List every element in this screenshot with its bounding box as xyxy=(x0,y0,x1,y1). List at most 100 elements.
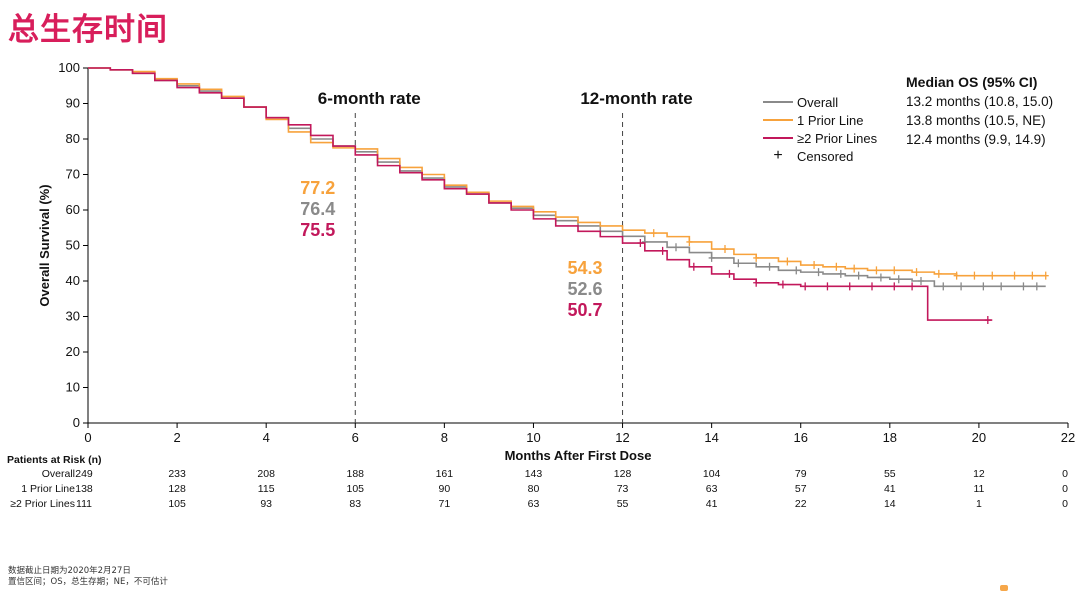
legend-item-censored: + Censored xyxy=(763,147,877,165)
risk-cell: 104 xyxy=(702,468,721,480)
censor-mark xyxy=(837,269,844,278)
x-tick-label: 20 xyxy=(972,430,986,445)
y-tick-label: 80 xyxy=(66,131,80,146)
risk-cell: 138 xyxy=(75,483,93,495)
legend-swatch-2-prior-lines xyxy=(763,137,793,139)
censor-mark xyxy=(953,271,960,280)
footnote-cutoff: 数据截止日期为2020年2月27日 xyxy=(8,566,131,576)
x-tick-label: 2 xyxy=(173,430,180,445)
median-os-2-prior-lines: 12.4 months (9.9, 14.9) xyxy=(906,132,1046,147)
risk-cell: 80 xyxy=(527,483,540,495)
risk-cell: 1 xyxy=(975,498,982,510)
censor-mark xyxy=(980,282,987,291)
risk-cell: 22 xyxy=(794,498,807,510)
censor-mark xyxy=(784,257,791,266)
censor-mark xyxy=(811,261,818,270)
risk-cell: 73 xyxy=(616,483,629,495)
x-tick-label: 12 xyxy=(615,430,629,445)
risk-cell: 128 xyxy=(613,468,632,480)
censor-mark xyxy=(708,253,715,262)
risk-cell: 105 xyxy=(346,483,365,495)
censor-mark xyxy=(869,282,875,291)
x-tick-label: 4 xyxy=(263,430,270,445)
censor-mark xyxy=(802,282,809,291)
censor-mark xyxy=(1033,282,1040,291)
censor-mark xyxy=(940,282,947,291)
censor-mark xyxy=(673,243,679,252)
legend-label: ≥2 Prior Lines xyxy=(797,130,878,146)
censor-mark xyxy=(1020,282,1027,291)
x-tick-label: 16 xyxy=(793,430,807,445)
censor-mark xyxy=(637,239,644,248)
risk-cell: 208 xyxy=(257,468,275,480)
censor-mark xyxy=(659,246,666,255)
risk-cell: 55 xyxy=(883,468,896,480)
censor-mark xyxy=(895,275,902,284)
landmark-value: 52.6 xyxy=(568,279,603,299)
censor-mark xyxy=(766,262,773,271)
chart-axes: 0 10 20 30 40 50 60 70 80 90 100 0 2 4 6 8 10 12 14 16 18 20 2… xyxy=(37,60,1075,463)
censor-mark xyxy=(690,262,697,271)
survival-curve-1 xyxy=(88,67,1046,277)
x-tick-label: 14 xyxy=(704,430,718,445)
risk-cell: 41 xyxy=(705,498,718,510)
landmark-value: 50.7 xyxy=(568,300,603,320)
risk-cell: 0 xyxy=(1062,483,1068,495)
censor-mark xyxy=(958,282,965,291)
censor-mark xyxy=(686,237,693,246)
censor-mark xyxy=(918,277,924,285)
censor-mark xyxy=(726,269,733,278)
y-tick-label: 40 xyxy=(66,273,80,288)
risk-cell: 63 xyxy=(527,498,540,510)
risk-cell: 93 xyxy=(260,498,273,510)
censor-mark xyxy=(998,282,1005,291)
risk-cell: 55 xyxy=(616,498,629,510)
legend-label: Overall xyxy=(797,94,839,110)
reference-lines: 6-month rate 12-month rate xyxy=(318,89,693,423)
censor-mark xyxy=(1011,271,1018,280)
y-tick-label: 60 xyxy=(66,202,80,217)
median-os-title: Median OS (95% CI) xyxy=(906,74,1038,90)
censor-mark xyxy=(1042,271,1049,280)
risk-cell: 115 xyxy=(257,483,275,495)
censor-mark xyxy=(913,268,920,277)
censor-mark xyxy=(851,264,858,273)
decorative-mark xyxy=(1000,585,1008,591)
censor-mark xyxy=(909,282,916,291)
risk-cell: 143 xyxy=(524,468,543,480)
censor-mark xyxy=(989,271,996,280)
censor-mark xyxy=(935,269,942,278)
y-tick-label: 90 xyxy=(66,96,80,111)
risk-row-label: ≥2 Prior Lines xyxy=(10,498,75,510)
censor-mark xyxy=(846,282,853,291)
median-os-overall: 13.2 months (10.8, 15.0) xyxy=(906,94,1054,109)
reference-line-label: 12-month rate xyxy=(580,89,692,108)
landmark-value: 76.4 xyxy=(300,199,335,219)
footnote-abbreviations: 置信区间；OS，总生存期；NE，不可估计 xyxy=(8,577,168,587)
risk-table-title: Patients at Risk (n) xyxy=(7,454,102,466)
risk-cell: 57 xyxy=(794,483,807,495)
x-tick-label: 0 xyxy=(84,430,91,445)
legend-item-2-prior-lines: ≥2 Prior Lines xyxy=(763,129,877,147)
censor-mark xyxy=(779,280,786,289)
censor-mark xyxy=(735,259,742,268)
risk-cell: 0 xyxy=(1062,498,1068,510)
y-tick-label: 0 xyxy=(73,415,80,430)
risk-cell: 0 xyxy=(1062,468,1068,480)
risk-cell: 188 xyxy=(346,468,365,480)
risk-cell: 79 xyxy=(794,468,807,480)
censor-mark xyxy=(984,316,991,325)
x-tick-label: 22 xyxy=(1061,430,1075,445)
censor-mark xyxy=(877,273,884,282)
censor-mark xyxy=(722,245,728,254)
risk-cell: 12 xyxy=(973,468,985,480)
risk-cell: 249 xyxy=(75,468,93,480)
risk-cell: 161 xyxy=(435,468,454,480)
landmark-value: 77.2 xyxy=(300,178,335,198)
landmark-value: 75.5 xyxy=(300,220,335,240)
survival-curve-0 xyxy=(88,67,1046,288)
censor-mark xyxy=(650,229,657,238)
landmark-value: 54.3 xyxy=(568,258,603,278)
y-tick-label: 100 xyxy=(58,60,80,75)
